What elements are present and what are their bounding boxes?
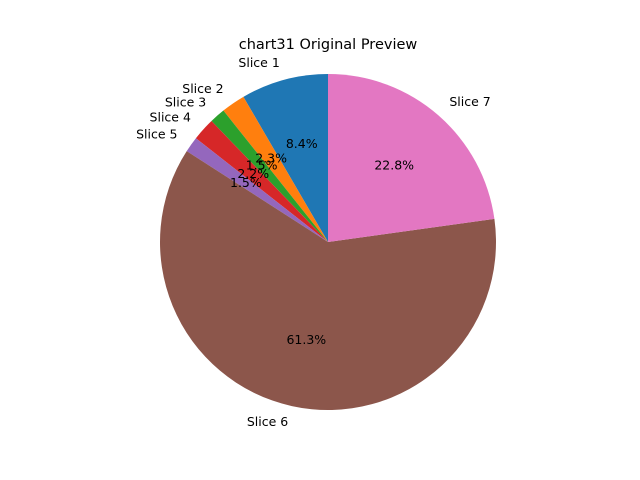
percent-label-slice-4: 2.2% [237, 166, 269, 181]
slice-label-slice-4: Slice 4 [150, 110, 191, 125]
percent-label-slice-2: 2.3% [255, 150, 287, 165]
slice-label-slice-5: Slice 5 [136, 126, 177, 141]
slice-label-slice-2: Slice 2 [182, 81, 223, 96]
percent-label-slice-6: 61.3% [286, 332, 326, 347]
slice-label-slice-7: Slice 7 [449, 94, 490, 109]
pie-slice-slice-5 [186, 138, 328, 242]
percent-label-slice-1: 8.4% [286, 136, 318, 151]
percent-labels: 8.4%2.3%1.5%2.2%1.5%61.3%22.8% [230, 136, 414, 347]
pie-slices [160, 74, 497, 411]
pie-slice-slice-4 [195, 120, 328, 242]
percent-label-slice-7: 22.8% [374, 157, 414, 172]
percent-label-slice-3: 1.5% [246, 158, 278, 173]
pie-slice-slice-7 [328, 74, 495, 242]
percent-label-slice-5: 1.5% [230, 175, 262, 190]
chart-title: chart31 Original Preview [239, 37, 418, 53]
pie-slice-slice-2 [223, 96, 328, 242]
slice-label-slice-3: Slice 3 [165, 94, 206, 109]
pie-slice-slice-1 [243, 74, 328, 242]
pie-slice-slice-3 [211, 110, 328, 242]
slice-label-slice-6: Slice 6 [247, 414, 288, 429]
slice-label-slice-1: Slice 1 [238, 55, 279, 70]
pie-slice-slice-6 [160, 151, 497, 411]
